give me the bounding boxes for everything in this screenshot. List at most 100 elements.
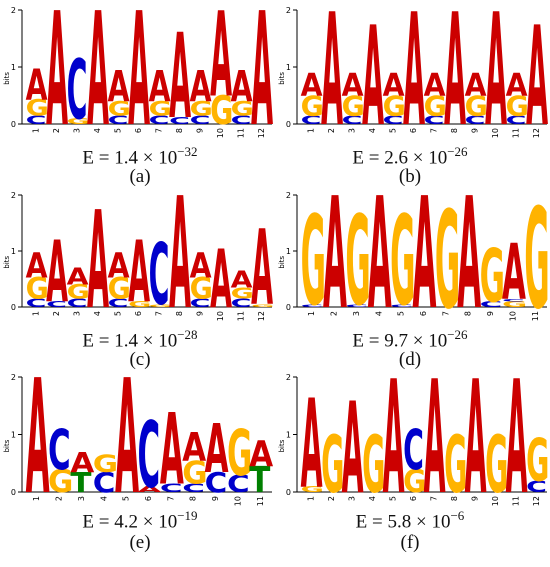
y-tick-label-a-1: 1 — [11, 63, 16, 72]
x-tick-label-a-12: 12 — [257, 128, 266, 138]
logo-letter-a-3-C: C — [67, 43, 88, 138]
logo-letter-e-11-A: A — [249, 433, 273, 475]
x-tick-label-b-10: 10 — [491, 128, 500, 138]
logo-letter-e-9-A: A — [205, 412, 229, 489]
logo-letter-e-1-A: A — [26, 346, 50, 529]
logo-letter-c-10-A: A — [210, 234, 232, 327]
logo-letter-f-4-G: G — [362, 419, 385, 511]
x-tick-label-c-10: 10 — [216, 311, 225, 321]
x-tick-label-f-10: 10 — [491, 496, 500, 506]
logo-letter-c-9-G: G — [190, 271, 213, 305]
x-tick-label-a-1: 1 — [31, 128, 40, 133]
logo-letter-b-7-C: C — [424, 114, 445, 128]
logo-letter-d-8-A: A — [457, 166, 481, 345]
logo-letter-a-4-A: A — [87, 0, 109, 162]
logo-letter-c-11-A: A — [231, 267, 253, 294]
logo-letter-f-12-C: C — [526, 478, 547, 496]
logo-letter-d-5-C: C — [390, 304, 413, 308]
y-axis-label-a: bits — [3, 72, 11, 85]
logo-letter-b-2-A: A — [321, 0, 343, 162]
logo-letter-f-1-A: A — [301, 373, 323, 515]
evalue-b-base: E = 2.6 × 10 — [352, 147, 448, 169]
x-tick-label-c-3: 3 — [72, 311, 81, 316]
x-tick-label-d-8: 8 — [464, 311, 473, 316]
x-tick-label-f-8: 8 — [450, 496, 459, 501]
logo-letter-f-9-A: A — [465, 349, 487, 530]
logo-letter-d-11-G: G — [524, 179, 549, 340]
logo-letter-c-4-A: A — [87, 182, 109, 338]
x-tick-label-f-7: 7 — [429, 496, 438, 501]
x-tick-label-d-4: 4 — [374, 311, 383, 316]
evalue-c: E = 1.4 × 10−28 — [10, 327, 270, 352]
logo-letter-b-11-G: G — [506, 90, 529, 122]
logo-panel-c: 0 1 2 bits C G A 1 C A 2 C G A 3 A 4 C G A 5 G A 6 G C 7 A 8 C G A 9 A 10 C… — [0, 167, 275, 375]
logo-letter-e-7-A: A — [160, 393, 184, 508]
x-tick-label-a-10: 10 — [216, 128, 225, 138]
x-tick-label-d-10: 10 — [509, 311, 518, 321]
x-tick-label-e-6: 6 — [144, 496, 153, 501]
x-tick-label-b-3: 3 — [347, 128, 356, 133]
x-tick-label-d-5: 5 — [397, 311, 406, 316]
evalue-f-base: E = 5.8 × 10 — [355, 511, 451, 533]
logo-letter-e-4-G: G — [93, 450, 118, 477]
x-tick-label-b-12: 12 — [532, 128, 541, 138]
x-tick-label-b-6: 6 — [409, 128, 418, 133]
x-tick-label-e-1: 1 — [32, 496, 41, 501]
logo-letter-d-5-G: G — [390, 192, 415, 335]
logo-letter-a-6-A: A — [128, 0, 150, 162]
logo-letter-d-7-G: G — [435, 183, 460, 339]
logo-letter-b-5-C: C — [383, 114, 404, 128]
panel-label-a: (a) — [129, 166, 151, 187]
logo-panel-f: 0 1 2 bits G A 1 G 2 A 3 G 4 A 5 G C 6 A 7 G 8 A 9 G 10 A 11 C G 12 E … — [275, 349, 550, 567]
logo-letter-a-7-C: C — [149, 114, 170, 128]
x-tick-label-f-1: 1 — [306, 496, 315, 501]
x-tick-label-a-8: 8 — [175, 128, 184, 133]
x-tick-label-a-5: 5 — [113, 128, 122, 133]
logo-letter-b-7-A: A — [424, 67, 446, 104]
logo-letter-c-3-G: G — [67, 281, 90, 303]
logo-letter-b-1-C: C — [301, 114, 322, 128]
logo-letter-c-2-A: A — [46, 224, 68, 322]
y-tick-label-c-2: 2 — [11, 191, 16, 200]
evalue-f-exp: −6 — [450, 508, 465, 523]
x-tick-label-f-3: 3 — [347, 496, 356, 501]
logo-letter-d-3-C: C — [345, 304, 368, 308]
logo-letter-d-6-A: A — [412, 166, 436, 345]
logo-letter-b-10-A: A — [485, 0, 507, 162]
logo-letter-f-12-G: G — [526, 426, 549, 495]
logo-letter-f-8-G: G — [444, 419, 467, 511]
y-tick-label-d-1: 1 — [286, 247, 291, 256]
evalue-f: E = 5.8 × 10−6 — [280, 508, 540, 533]
evalue-a-base: E = 1.4 × 10 — [82, 147, 178, 169]
x-tick-label-d-9: 9 — [486, 311, 495, 316]
logo-letter-a-11-A: A — [231, 61, 253, 112]
x-tick-label-c-1: 1 — [31, 311, 40, 316]
logo-letter-e-8-C: C — [182, 481, 205, 495]
evalue-e: E = 4.2 × 10−19 — [10, 508, 270, 533]
x-tick-label-d-2: 2 — [330, 311, 339, 316]
logo-letter-a-7-G: G — [149, 97, 172, 120]
evalue-d-exp: −26 — [447, 327, 468, 342]
logo-letter-d-4-A: A — [368, 166, 392, 345]
x-tick-label-b-1: 1 — [306, 128, 315, 133]
x-tick-label-a-7: 7 — [154, 128, 163, 133]
x-tick-label-d-3: 3 — [352, 311, 361, 316]
evalue-d-base: E = 9.7 × 10 — [352, 330, 448, 352]
x-tick-label-e-2: 2 — [55, 496, 64, 501]
y-axis-label-c: bits — [3, 255, 11, 268]
x-tick-label-a-9: 9 — [195, 128, 204, 133]
evalue-b-exp: −26 — [447, 144, 468, 159]
logo-letter-a-9-A: A — [190, 61, 212, 112]
evalue-e-exp: −19 — [177, 508, 198, 523]
logo-letter-b-1-G: G — [301, 90, 324, 122]
logo-letter-d-2-A: A — [323, 166, 347, 345]
x-tick-label-b-2: 2 — [327, 128, 336, 133]
logo-letter-c-7-C: C — [149, 226, 170, 324]
x-tick-label-d-1: 1 — [307, 311, 316, 316]
y-tick-label-f-0: 0 — [286, 488, 291, 497]
logo-letter-a-1-C: C — [26, 114, 47, 128]
evalue-c-exp: −28 — [177, 327, 198, 342]
